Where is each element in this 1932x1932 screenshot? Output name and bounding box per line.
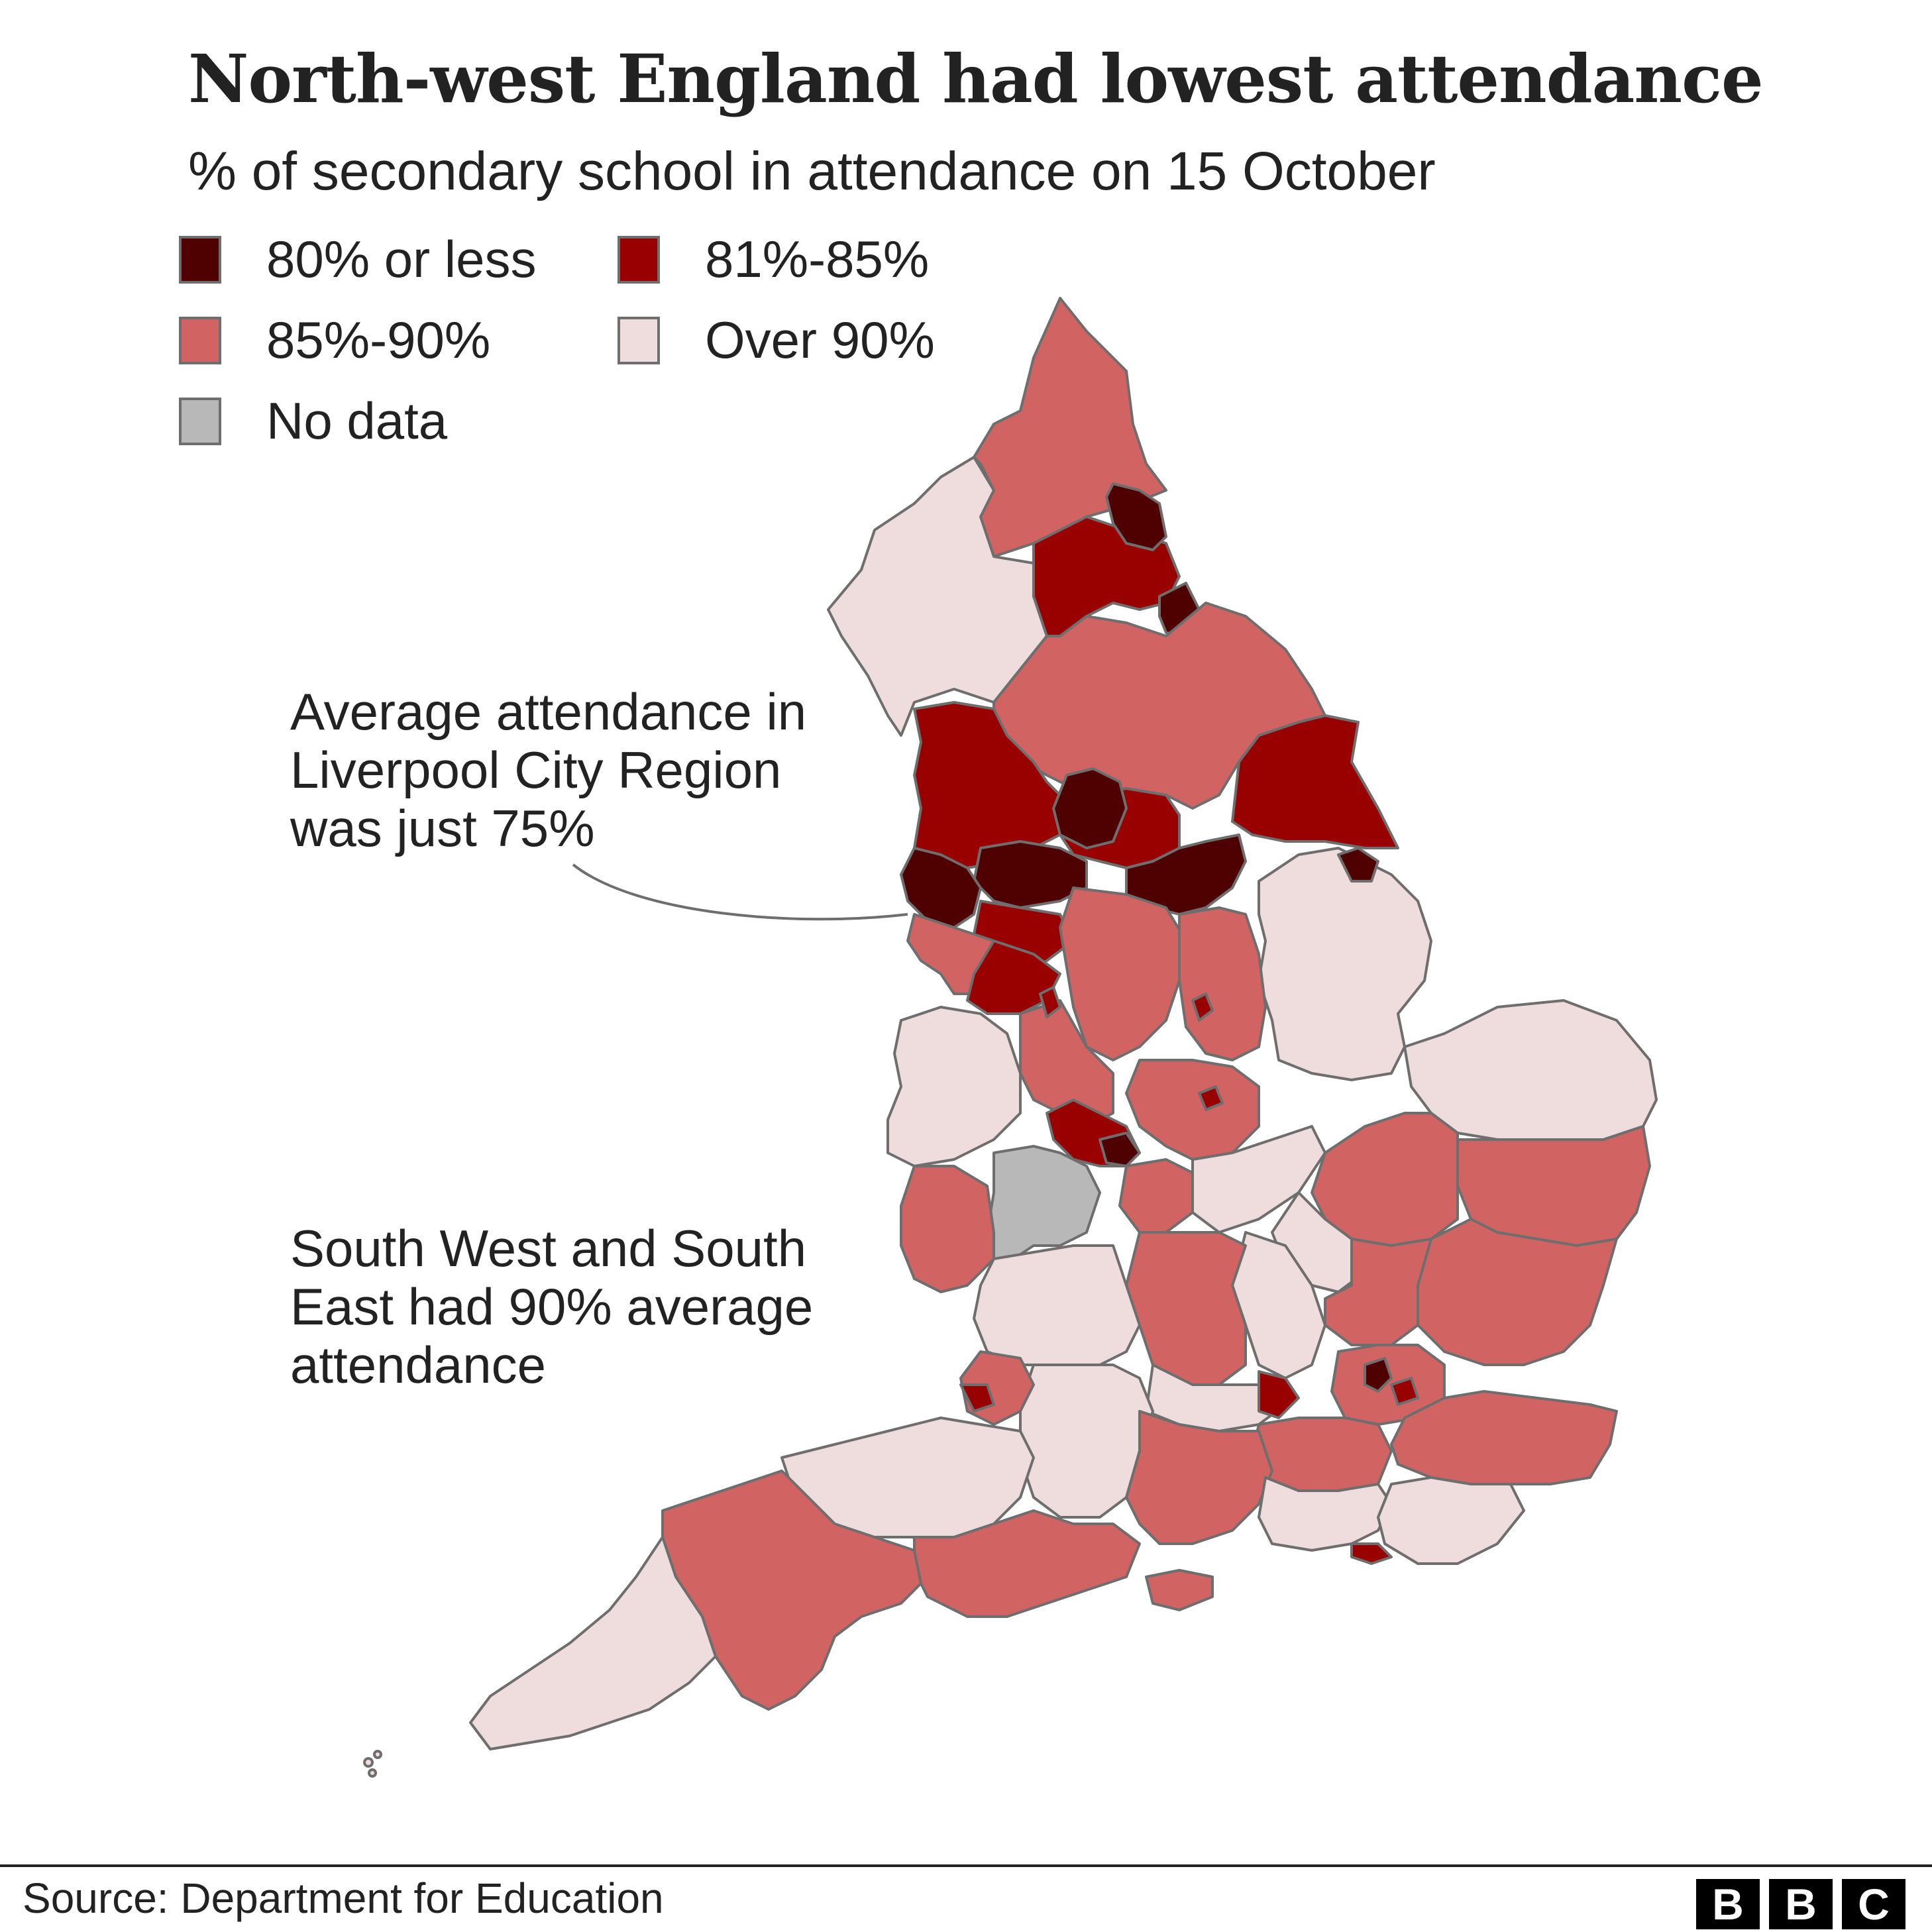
bbc-logo-block: C <box>1842 1879 1905 1929</box>
region-merseyside <box>900 847 982 929</box>
region-cumbria <box>827 456 1048 737</box>
legend-item-80-or-less: 80% or less <box>179 229 537 290</box>
region-isles-of-scilly-a <box>363 1757 374 1768</box>
region-east-sussex <box>1377 1476 1525 1565</box>
liverpool-annotation: Average attendance in Liverpool City Reg… <box>290 682 807 857</box>
region-birmingham <box>1099 1132 1141 1167</box>
bbc-logo-block: B <box>1769 1879 1833 1929</box>
region-lincolnshire <box>1258 847 1432 1081</box>
region-isle-of-wight <box>1145 1569 1214 1611</box>
region-isles-of-scilly-b <box>373 1750 382 1759</box>
region-north-east-lincolnshire <box>1337 847 1379 883</box>
legend-item-85-90: 85%-90% <box>179 310 490 370</box>
legend-swatch <box>179 397 221 445</box>
legend-swatch <box>617 235 660 284</box>
region-leicestershire <box>1125 1059 1260 1161</box>
region-nottingham <box>1191 993 1214 1022</box>
region-norfolk <box>1403 999 1658 1141</box>
region-west-sussex <box>1258 1476 1393 1552</box>
region-worcestershire <box>986 1145 1101 1260</box>
bbc-logo: B B C <box>1696 1879 1905 1929</box>
legend-label: 80% or less <box>266 230 537 288</box>
legend-swatch <box>179 235 221 284</box>
region-oxfordshire <box>1125 1231 1247 1386</box>
region-bristol <box>959 1383 995 1413</box>
region-gloucestershire <box>973 1244 1141 1366</box>
legend-item-no-data: No data <box>179 391 447 451</box>
map-subtitle: % of secondary school in attendance on 1… <box>188 141 1436 201</box>
legend-swatch <box>179 316 221 364</box>
region-essex <box>1403 1218 1618 1366</box>
legend-item-81-85: 81%-85% <box>617 229 929 290</box>
region-kent <box>1390 1390 1618 1485</box>
region-tyneside <box>1105 482 1167 551</box>
region-london-borough-a <box>1364 1357 1393 1393</box>
region-bradford <box>1052 767 1128 849</box>
region-dorset <box>913 1509 1141 1618</box>
region-east-riding <box>1231 714 1399 849</box>
region-warwickshire <box>1118 1158 1194 1234</box>
liverpool-callout-line <box>572 863 908 921</box>
legend-item-over-90: Over 90% <box>617 310 935 370</box>
legend-label: 85%-90% <box>266 311 491 369</box>
source-note: Source: Department for Education <box>23 1874 664 1922</box>
region-leicester <box>1198 1085 1224 1111</box>
map-title: North-west England had lowest attendance <box>188 40 1764 118</box>
region-stoke <box>1039 986 1061 1018</box>
legend-label: Over 90% <box>705 311 935 369</box>
region-herefordshire <box>900 1165 995 1293</box>
region-isles-of-scilly-c <box>368 1768 377 1778</box>
legend-label: 81%-85% <box>705 230 930 288</box>
region-hampshire <box>1125 1410 1273 1545</box>
footer-divider <box>0 1864 1932 1867</box>
region-derbyshire <box>1059 886 1187 1061</box>
region-cornwall <box>469 1536 717 1750</box>
south-annotation: South West and South East had 90% averag… <box>290 1219 814 1394</box>
region-slough <box>1258 1370 1300 1419</box>
legend-swatch <box>617 316 660 364</box>
region-brighton <box>1350 1542 1393 1565</box>
region-nottinghamshire <box>1178 906 1267 1061</box>
region-london-borough-b <box>1390 1377 1419 1406</box>
legend-label: No data <box>266 392 448 450</box>
bbc-logo-block: B <box>1696 1879 1760 1929</box>
region-northamptonshire <box>1191 1125 1326 1234</box>
region-shropshire <box>886 1006 1022 1167</box>
